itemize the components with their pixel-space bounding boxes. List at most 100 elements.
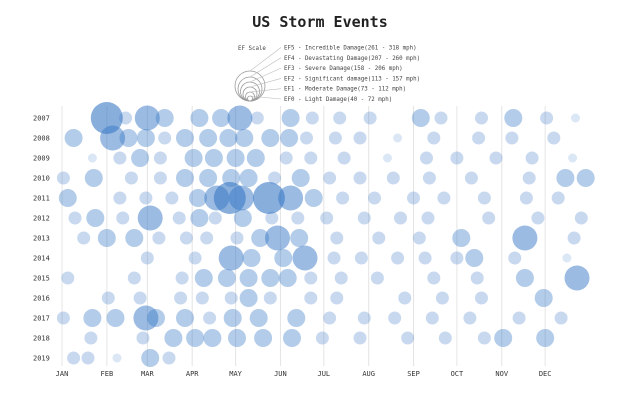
- storm-bubble: [333, 111, 347, 125]
- storm-bubble: [327, 251, 341, 265]
- storm-bubble: [84, 331, 98, 345]
- storm-bubble: [434, 111, 448, 125]
- storm-bubble: [291, 169, 310, 187]
- storm-bubble: [464, 171, 478, 185]
- y-tick-2010: 2010: [33, 175, 50, 183]
- legend-label-ef2: EF2 - Significant damage(113 - 157 mph): [284, 76, 420, 82]
- storm-bubble: [574, 211, 588, 225]
- storm-bubble: [465, 249, 484, 267]
- storm-bubble: [116, 211, 130, 225]
- storm-bubble: [137, 205, 163, 231]
- storm-bubble: [291, 211, 305, 225]
- storm-bubble: [203, 329, 222, 347]
- storm-bubble: [287, 309, 306, 327]
- storm-bubble: [407, 191, 420, 205]
- storm-bubble: [152, 231, 166, 245]
- storm-bubble: [551, 191, 565, 205]
- storm-bubble: [337, 151, 351, 165]
- storm-bubble: [437, 191, 451, 205]
- legend-label-ef1: EF1 - Moderate Damage(73 - 112 mph): [284, 87, 406, 93]
- storm-bubble: [472, 131, 486, 145]
- storm-bubble: [261, 269, 280, 287]
- storm-bubble: [330, 291, 344, 305]
- storm-bubble: [292, 245, 318, 271]
- storm-bubble: [547, 131, 561, 145]
- y-tick-2015: 2015: [33, 275, 50, 283]
- storm-bubble: [265, 211, 279, 225]
- storm-bubble: [475, 291, 488, 305]
- y-tick-2013: 2013: [33, 235, 50, 243]
- storm-bubble: [283, 329, 301, 347]
- storm-bubble: [425, 311, 439, 325]
- storm-bubble: [140, 251, 154, 265]
- storm-bubble: [411, 109, 430, 127]
- storm-bubble: [252, 182, 285, 214]
- storm-bubble: [353, 331, 367, 345]
- x-tick-jan: JAN: [56, 370, 69, 378]
- storm-bubble: [233, 209, 252, 227]
- storm-bubble: [172, 211, 186, 225]
- storm-bubble: [184, 149, 203, 167]
- x-axis-months: JAN FEB MAR APR MAY JUN JUL AUG SEP OCT NOV DEC: [56, 370, 552, 378]
- storm-bubble: [204, 149, 223, 167]
- storm-bubble: [86, 209, 105, 227]
- storm-bubble: [534, 289, 553, 307]
- storm-bubble: [386, 171, 400, 185]
- storm-bubble: [81, 351, 95, 365]
- storm-bubble: [494, 329, 513, 347]
- y-tick-2011: 2011: [33, 195, 50, 203]
- storm-bubble: [504, 109, 523, 127]
- storm-bubble: [101, 291, 115, 305]
- storm-bubble: [394, 211, 407, 225]
- storm-bubble: [391, 251, 405, 265]
- storm-bubble: [58, 189, 77, 207]
- storm-bubble: [194, 269, 213, 287]
- storm-bubble: [401, 331, 415, 345]
- storm-bubble: [162, 351, 176, 365]
- storm-bubble: [188, 251, 202, 265]
- storm-bubble: [290, 229, 309, 247]
- storm-bubble: [554, 311, 568, 325]
- storm-bubble: [281, 109, 300, 127]
- storm-bubble: [388, 311, 402, 325]
- storm-bubble: [508, 251, 522, 265]
- storm-bubble: [265, 225, 290, 251]
- legend-title: EF Scale: [238, 46, 266, 52]
- storm-bubble: [422, 171, 436, 185]
- storm-bubble: [383, 153, 392, 163]
- storm-bubble: [136, 331, 150, 345]
- storm-bubble: [250, 111, 264, 125]
- legend-leader-ef4: [249, 57, 282, 78]
- storm-bubble: [219, 129, 238, 147]
- legend-leader-ef1: [249, 88, 282, 93]
- storm-bubble: [427, 131, 441, 145]
- storm-bubble: [68, 211, 82, 225]
- storm-bubble: [235, 129, 254, 147]
- x-tick-mar: MAR: [141, 370, 154, 378]
- storm-bubble: [67, 351, 81, 365]
- storm-bubble: [254, 329, 273, 347]
- storm-bubble: [251, 229, 270, 247]
- y-tick-2014: 2014: [33, 255, 50, 263]
- storm-bubble: [83, 309, 102, 327]
- x-tick-nov: NOV: [495, 370, 508, 378]
- y-tick-2007: 2007: [33, 115, 50, 123]
- storm-bubble: [179, 231, 193, 245]
- storm-bubble: [363, 111, 377, 125]
- storm-bubble: [249, 309, 268, 327]
- storm-bubble: [223, 309, 242, 327]
- legend-circle-ef0: [247, 95, 253, 102]
- storm-bubble: [512, 311, 526, 325]
- y-tick-2018: 2018: [33, 335, 50, 343]
- x-tick-dec: DEC: [539, 370, 552, 378]
- storm-bubble: [100, 125, 126, 151]
- storm-bubble: [477, 331, 491, 345]
- storm-bubble: [212, 109, 231, 127]
- storm-bubble: [133, 291, 147, 305]
- legend-labels: EF5 - Incredible Damage(261 - 318 mph) EF…: [284, 46, 420, 104]
- storm-bubble: [139, 191, 153, 205]
- storm-bubble: [515, 269, 534, 287]
- storm-bubble: [186, 329, 205, 347]
- storm-bubble: [261, 129, 280, 147]
